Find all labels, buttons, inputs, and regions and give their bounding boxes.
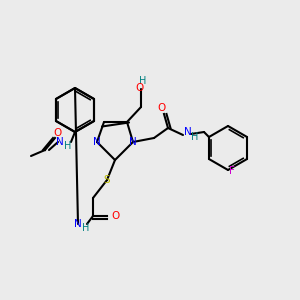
- Text: H: H: [64, 141, 72, 151]
- Text: O: O: [54, 128, 62, 138]
- Text: O: O: [157, 103, 165, 113]
- Text: S: S: [104, 175, 110, 185]
- Text: N: N: [129, 137, 137, 147]
- Text: O: O: [111, 211, 119, 221]
- Text: N: N: [56, 137, 64, 147]
- Text: F: F: [229, 166, 235, 176]
- Text: N: N: [93, 137, 101, 147]
- Text: N: N: [74, 219, 82, 229]
- Text: N: N: [184, 127, 192, 137]
- Text: H: H: [82, 223, 90, 233]
- Text: H: H: [191, 132, 199, 142]
- Text: H: H: [139, 76, 147, 86]
- Text: O: O: [135, 83, 143, 93]
